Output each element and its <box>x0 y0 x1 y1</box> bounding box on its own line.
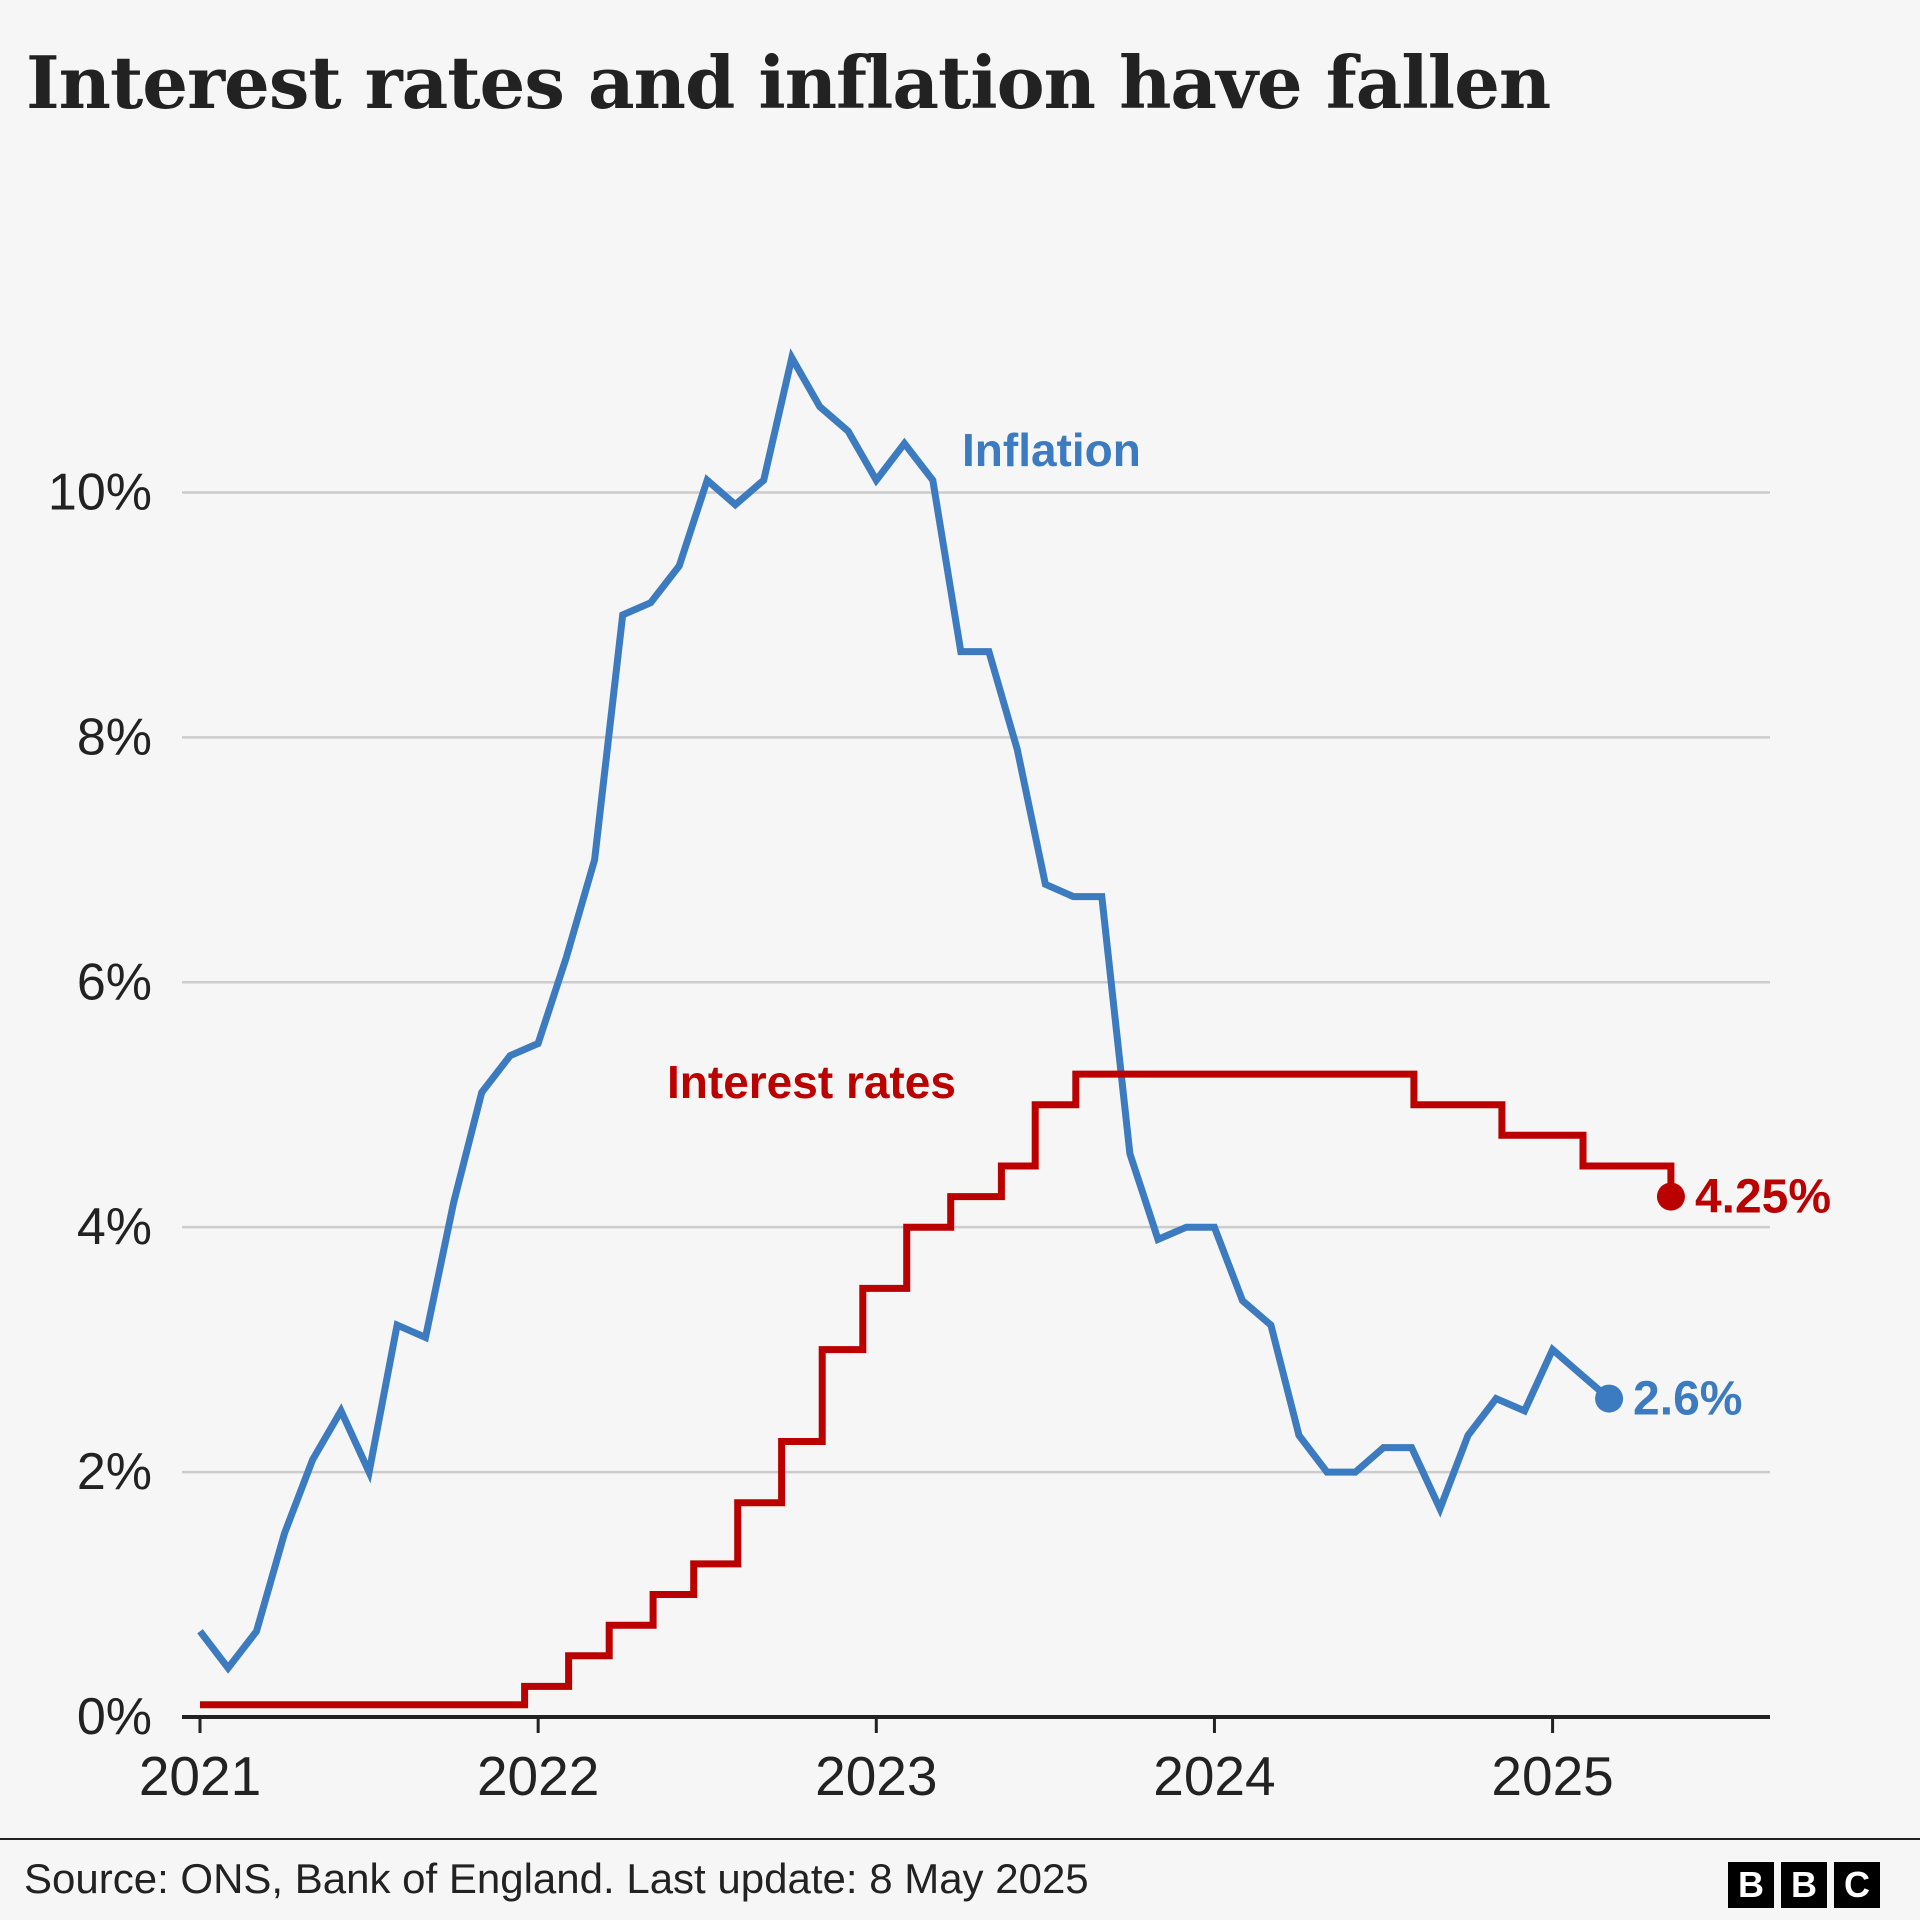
line-chart: 2021 2022 2023 2024 2025 0% 2% 4% 6% 8% 10% 2.6% I… <box>48 348 1831 1807</box>
y-tick-label: 0% <box>77 1688 152 1746</box>
gridlines <box>182 491 1770 1474</box>
y-tick-label: 2% <box>77 1443 152 1501</box>
y-tick-label: 6% <box>77 953 152 1011</box>
source-note: Source: ONS, Bank of England. Last updat… <box>24 1855 1089 1902</box>
x-axis: 2021 2022 2023 2024 2025 <box>139 1715 1770 1807</box>
interest-rate-end-value-label: 4.25% <box>1695 1171 1831 1224</box>
series <box>197 348 1685 1709</box>
y-axis-tick-labels: 0% 2% 4% 6% 8% 10% <box>48 463 152 1746</box>
bbc-logo-letter: C <box>1834 1862 1880 1908</box>
inflation-end-value-label: 2.6% <box>1633 1373 1742 1426</box>
y-tick-label: 8% <box>77 708 152 766</box>
footer-divider <box>0 1838 1920 1840</box>
x-tick-label: 2022 <box>477 1745 599 1807</box>
x-tick-label: 2025 <box>1491 1745 1613 1807</box>
x-tick-label: 2024 <box>1153 1745 1275 1807</box>
bbc-logo-letter: B <box>1728 1862 1774 1908</box>
interest-rate-line <box>200 1070 1675 1709</box>
interest-rate-series-label: Interest rates <box>667 1056 956 1108</box>
y-tick-label: 10% <box>48 463 152 521</box>
inflation-series-label: Inflation <box>962 424 1141 476</box>
inflation-end-point <box>1595 1384 1624 1413</box>
series-labels: 2.6% Inflation 4.25% Interest rates <box>667 424 1831 1426</box>
chart-title: Interest rates and inflation have fallen <box>26 40 1551 125</box>
y-tick-label: 4% <box>77 1198 152 1256</box>
x-tick-label: 2021 <box>139 1745 261 1807</box>
inflation-line <box>197 348 1612 1674</box>
x-tick-label: 2023 <box>815 1745 937 1807</box>
interest-rate-end-point <box>1656 1182 1685 1211</box>
bbc-logo-letter: B <box>1781 1862 1827 1908</box>
bbc-logo: B B C <box>1728 1862 1880 1908</box>
